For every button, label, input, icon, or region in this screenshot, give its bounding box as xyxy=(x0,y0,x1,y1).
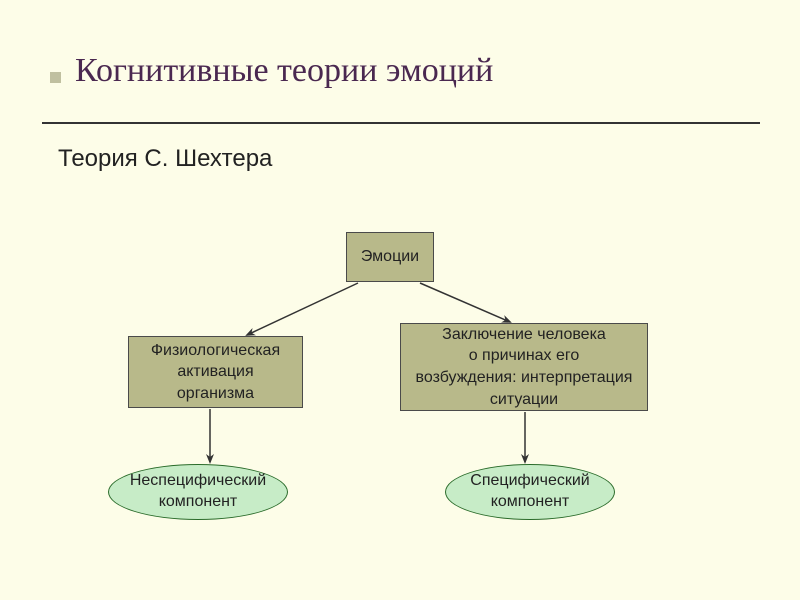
node-interpretation: Заключение человекао причинах еговозбужд… xyxy=(400,323,648,411)
node-emotions: Эмоции xyxy=(346,232,434,282)
node-label: Неспецифическийкомпонент xyxy=(130,471,266,513)
node-label: Физиологическаяактивацияорганизма xyxy=(151,340,280,405)
title-underline xyxy=(42,122,760,124)
node-specific-component: Специфическийкомпонент xyxy=(445,464,615,520)
node-label: Заключение человекао причинах еговозбужд… xyxy=(416,324,633,410)
slide-subtitle: Теория С. Шехтера xyxy=(58,145,272,173)
node-label: Специфическийкомпонент xyxy=(470,471,589,513)
node-nonspecific-component: Неспецифическийкомпонент xyxy=(108,464,288,520)
title-bullet xyxy=(50,72,61,83)
slide-title: Когнитивные теории эмоций xyxy=(75,52,493,90)
node-label: Эмоции xyxy=(361,246,419,268)
node-physiological-activation: Физиологическаяактивацияорганизма xyxy=(128,336,303,408)
arrows-layer xyxy=(0,0,800,600)
